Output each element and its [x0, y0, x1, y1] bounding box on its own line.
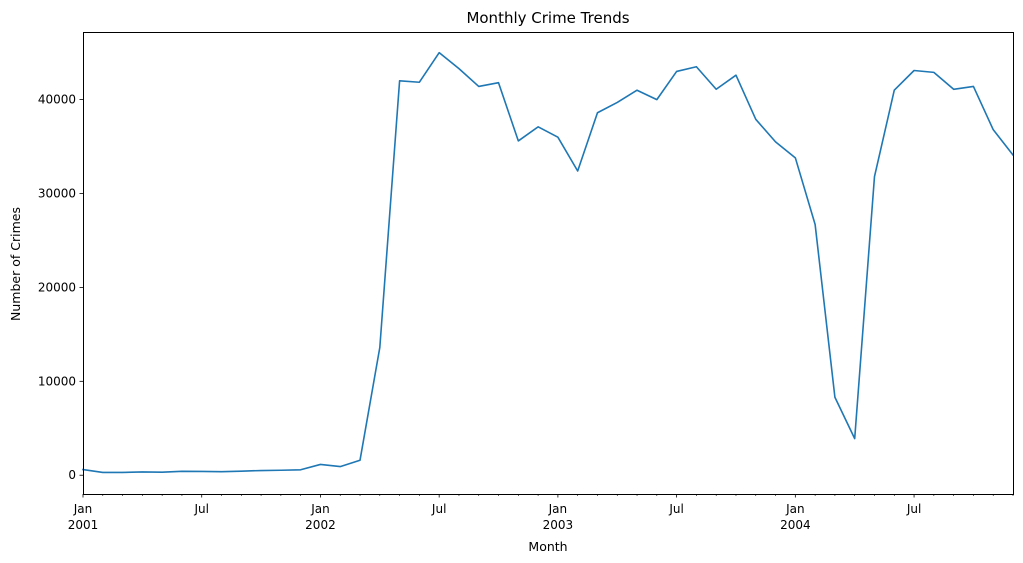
x-tick-year-label: 2003	[543, 518, 574, 532]
x-tick-label: Jul	[193, 502, 208, 516]
x-tick-label: Jan	[785, 502, 805, 516]
x-tick-year-label: 2002	[305, 518, 336, 532]
crime-series-line	[82, 51, 1015, 474]
plot-series	[82, 51, 1015, 474]
x-tick-label: Jan	[310, 502, 330, 516]
y-tick-label: 0	[68, 468, 76, 482]
x-axis-title: Month	[528, 539, 567, 554]
y-tick-label: 40000	[38, 93, 76, 107]
x-tick-label: Jan	[548, 502, 568, 516]
x-tick-label: Jul	[906, 502, 921, 516]
y-tick-label: 10000	[38, 374, 76, 388]
y-axis-title: Number of Crimes	[8, 207, 23, 321]
y-tick-label: 20000	[38, 280, 76, 294]
plot-frame	[83, 32, 1014, 495]
x-tick-label: Jul	[431, 502, 446, 516]
x-axis: Jan 2001 Jul Jan 2002 Jul Jan 2003 Jul Jan 2004 Jul	[68, 494, 1014, 532]
x-tick-label: Jan	[73, 502, 93, 516]
chart-title: Monthly Crime Trends	[466, 9, 629, 27]
x-tick-label: Jul	[668, 502, 683, 516]
y-axis: 0 10000 20000 30000 40000	[38, 93, 83, 482]
x-tick-year-label: 2004	[780, 518, 811, 532]
x-tick-year-label: 2001	[68, 518, 99, 532]
y-tick-label: 30000	[38, 187, 76, 201]
